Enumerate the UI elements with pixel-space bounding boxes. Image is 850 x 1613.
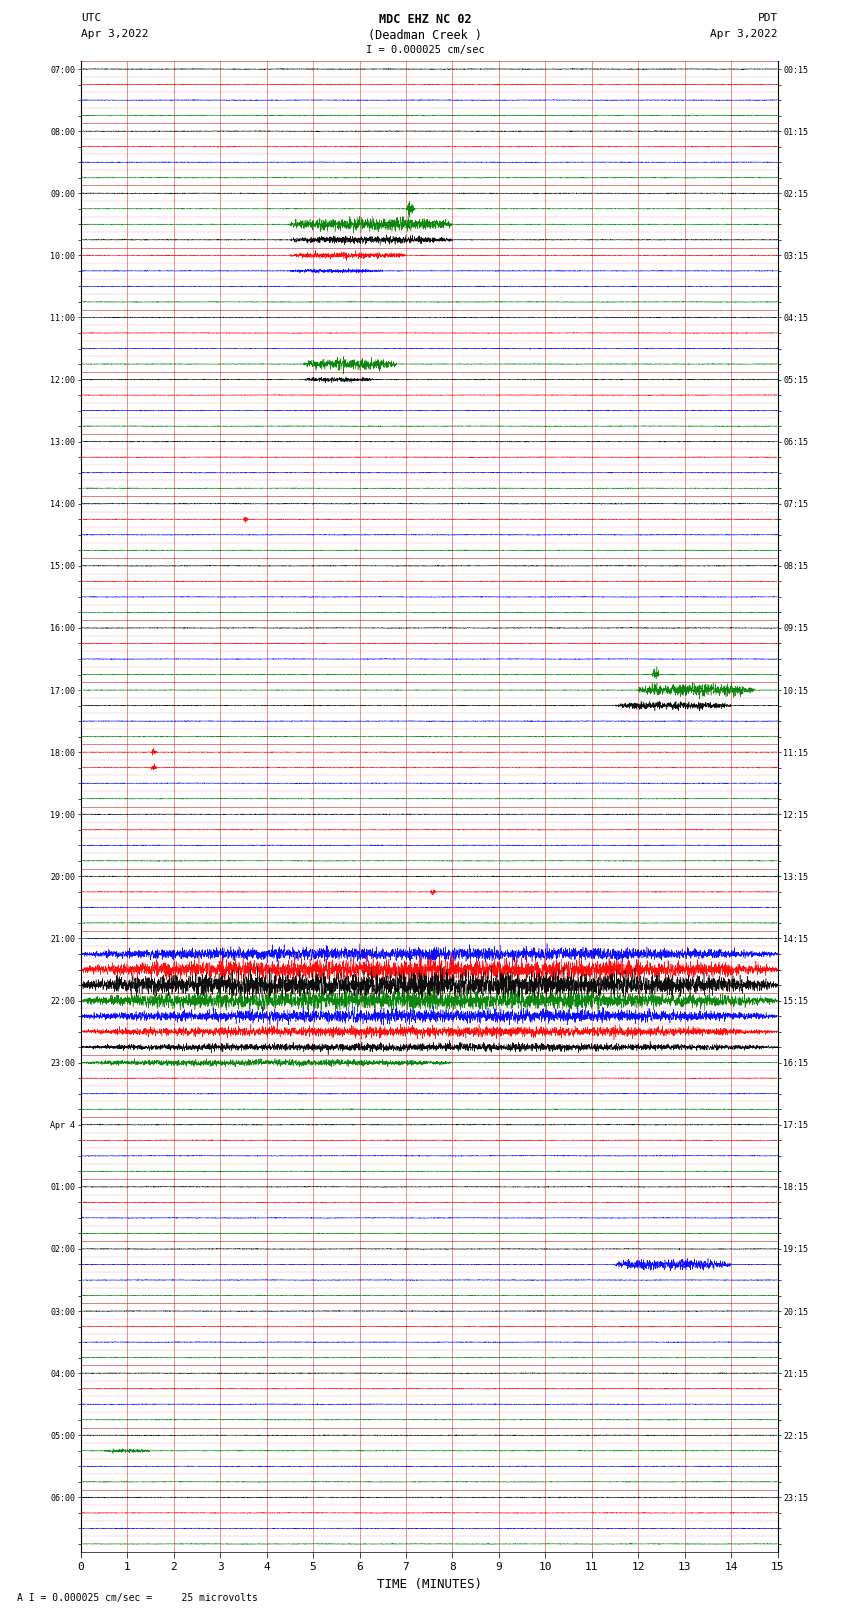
Text: A I = 0.000025 cm/sec =     25 microvolts: A I = 0.000025 cm/sec = 25 microvolts: [17, 1594, 258, 1603]
Text: Apr 3,2022: Apr 3,2022: [81, 29, 148, 39]
Text: Apr 3,2022: Apr 3,2022: [711, 29, 778, 39]
Text: MDC EHZ NC 02: MDC EHZ NC 02: [379, 13, 471, 26]
Text: UTC: UTC: [81, 13, 101, 23]
Text: (Deadman Creek ): (Deadman Creek ): [368, 29, 482, 42]
Text: I = 0.000025 cm/sec: I = 0.000025 cm/sec: [366, 45, 484, 55]
Text: PDT: PDT: [757, 13, 778, 23]
X-axis label: TIME (MINUTES): TIME (MINUTES): [377, 1578, 482, 1590]
